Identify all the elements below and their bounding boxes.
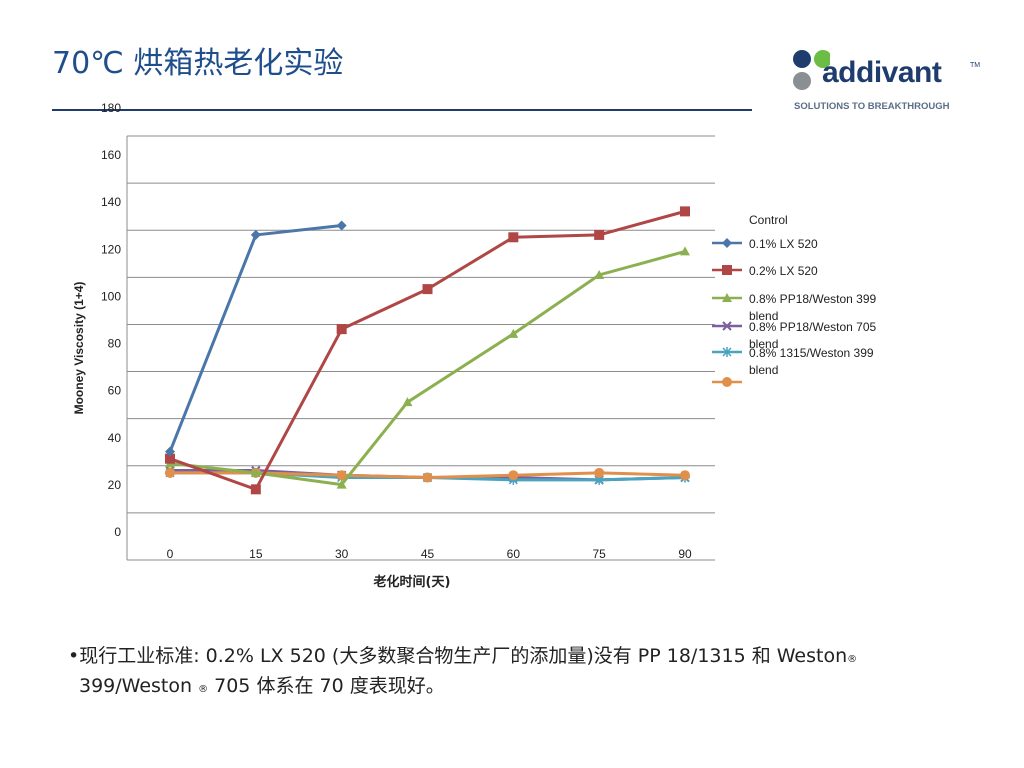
- legend-label-line: blend: [749, 363, 778, 377]
- y-tick-label: 100: [101, 289, 121, 303]
- registered-mark-1: ®: [847, 654, 858, 665]
- data-point: [165, 453, 175, 464]
- data-point: [165, 467, 175, 478]
- legend-label-line: blend: [749, 309, 778, 323]
- y-tick-label: 60: [108, 384, 122, 398]
- x-tick-label: 0: [167, 547, 174, 561]
- data-point: [250, 484, 261, 495]
- data-point: [594, 474, 605, 485]
- y-tick-label: 160: [101, 148, 121, 162]
- y-tick-label: 140: [101, 195, 121, 209]
- data-point: [680, 206, 690, 217]
- legend-swatch-marker: [722, 265, 732, 275]
- x-tick-label: 30: [335, 547, 349, 561]
- y-axis-title: Mooney Viscosity (1+4): [72, 282, 86, 415]
- bullet-text: •现行工业标准: 0.2% LX 520 (大多数聚合物生产厂的添加量)没有 P…: [68, 643, 998, 703]
- logo-dot-grey: [793, 72, 811, 90]
- legend-swatch-marker: [722, 238, 732, 248]
- mooney-viscosity-chart: 0 20 40 60 80 100 120 140 160 180 0 15 30 45 60 75 90 老化时…: [72, 101, 877, 590]
- data-point: [594, 269, 605, 279]
- data-point: [336, 324, 347, 335]
- y-tick-label: 180: [101, 101, 121, 115]
- legend-title: Control: [749, 213, 788, 227]
- legend-label: 0.1% LX 520: [749, 237, 818, 251]
- data-point: [422, 472, 433, 483]
- data-point: [508, 328, 519, 338]
- logo-tagline: SOLUTIONS TO BREAKTHROUGH: [794, 101, 950, 112]
- x-tick-label: 45: [421, 547, 435, 561]
- logo-wordmark: addivant: [822, 56, 942, 89]
- legend-swatch-marker: [722, 347, 732, 357]
- addivant-logo: addivant TM SOLUTIONS TO BREAKTHROUGH: [790, 46, 990, 116]
- y-tick-label: 80: [108, 337, 122, 351]
- data-point: [336, 470, 347, 481]
- series-line: [168, 224, 342, 453]
- data-point: [680, 470, 690, 481]
- x-tick-label: 75: [592, 547, 606, 561]
- data-point: [402, 397, 413, 407]
- data-point: [336, 479, 347, 489]
- legend-label: 0.8% PP18/Weston 705 blend: [749, 320, 877, 351]
- y-tick-label: 120: [101, 242, 121, 256]
- bullet-line2b: 705 体系在 70 度表现好。: [208, 675, 445, 697]
- x-tick-label: 90: [678, 547, 692, 561]
- logo-dot-blue: [793, 50, 811, 68]
- y-tick-label: 0: [114, 525, 121, 539]
- data-point: [336, 220, 347, 231]
- data-point: [594, 467, 605, 478]
- data-point: [508, 232, 519, 243]
- legend-label-line: 0.8% 1315/Weston 399: [749, 346, 874, 360]
- legend-label-line: 0.8% PP18/Weston 705: [749, 320, 877, 334]
- registered-mark-2: ®: [198, 684, 209, 695]
- data-point: [165, 446, 175, 457]
- legend-label-line: 0.8% PP18/Weston 399: [749, 292, 877, 306]
- legend-swatch-marker: [722, 377, 732, 387]
- logo-trademark: TM: [970, 62, 981, 69]
- bullet-line1: 现行工业标准: 0.2% LX 520 (大多数聚合物生产厂的添加量)没有 PP…: [79, 645, 848, 667]
- y-tick-label: 20: [108, 478, 122, 492]
- data-point: [508, 470, 519, 481]
- y-tick-label: 40: [108, 431, 122, 445]
- data-point: [250, 467, 261, 477]
- legend-label-line: blend: [749, 337, 778, 351]
- x-tick-label: 15: [249, 547, 263, 561]
- logo-dot-green: [814, 50, 830, 68]
- data-point: [250, 229, 261, 240]
- legend-swatch-marker: [722, 293, 732, 302]
- x-tick-label: 60: [507, 547, 521, 561]
- title-rule: [52, 109, 752, 111]
- data-point: [680, 246, 690, 256]
- bullet-dot: •: [68, 645, 80, 667]
- legend-label: 0.8% 1315/Weston 399 blend: [749, 346, 874, 377]
- logo-dots-icon: [793, 50, 830, 90]
- bullet-line2a: 399/Weston: [79, 675, 199, 697]
- legend-label: 0.2% LX 520: [749, 264, 818, 278]
- x-axis-title: 老化时间(天): [373, 574, 451, 590]
- legend-label: 0.8% PP18/Weston 399 blend: [749, 292, 877, 323]
- data-point: [422, 284, 433, 295]
- data-point: [594, 229, 605, 240]
- legend-swatch-marker: [722, 321, 732, 331]
- slide-title: 70℃ 烘箱热老化实验: [52, 46, 344, 81]
